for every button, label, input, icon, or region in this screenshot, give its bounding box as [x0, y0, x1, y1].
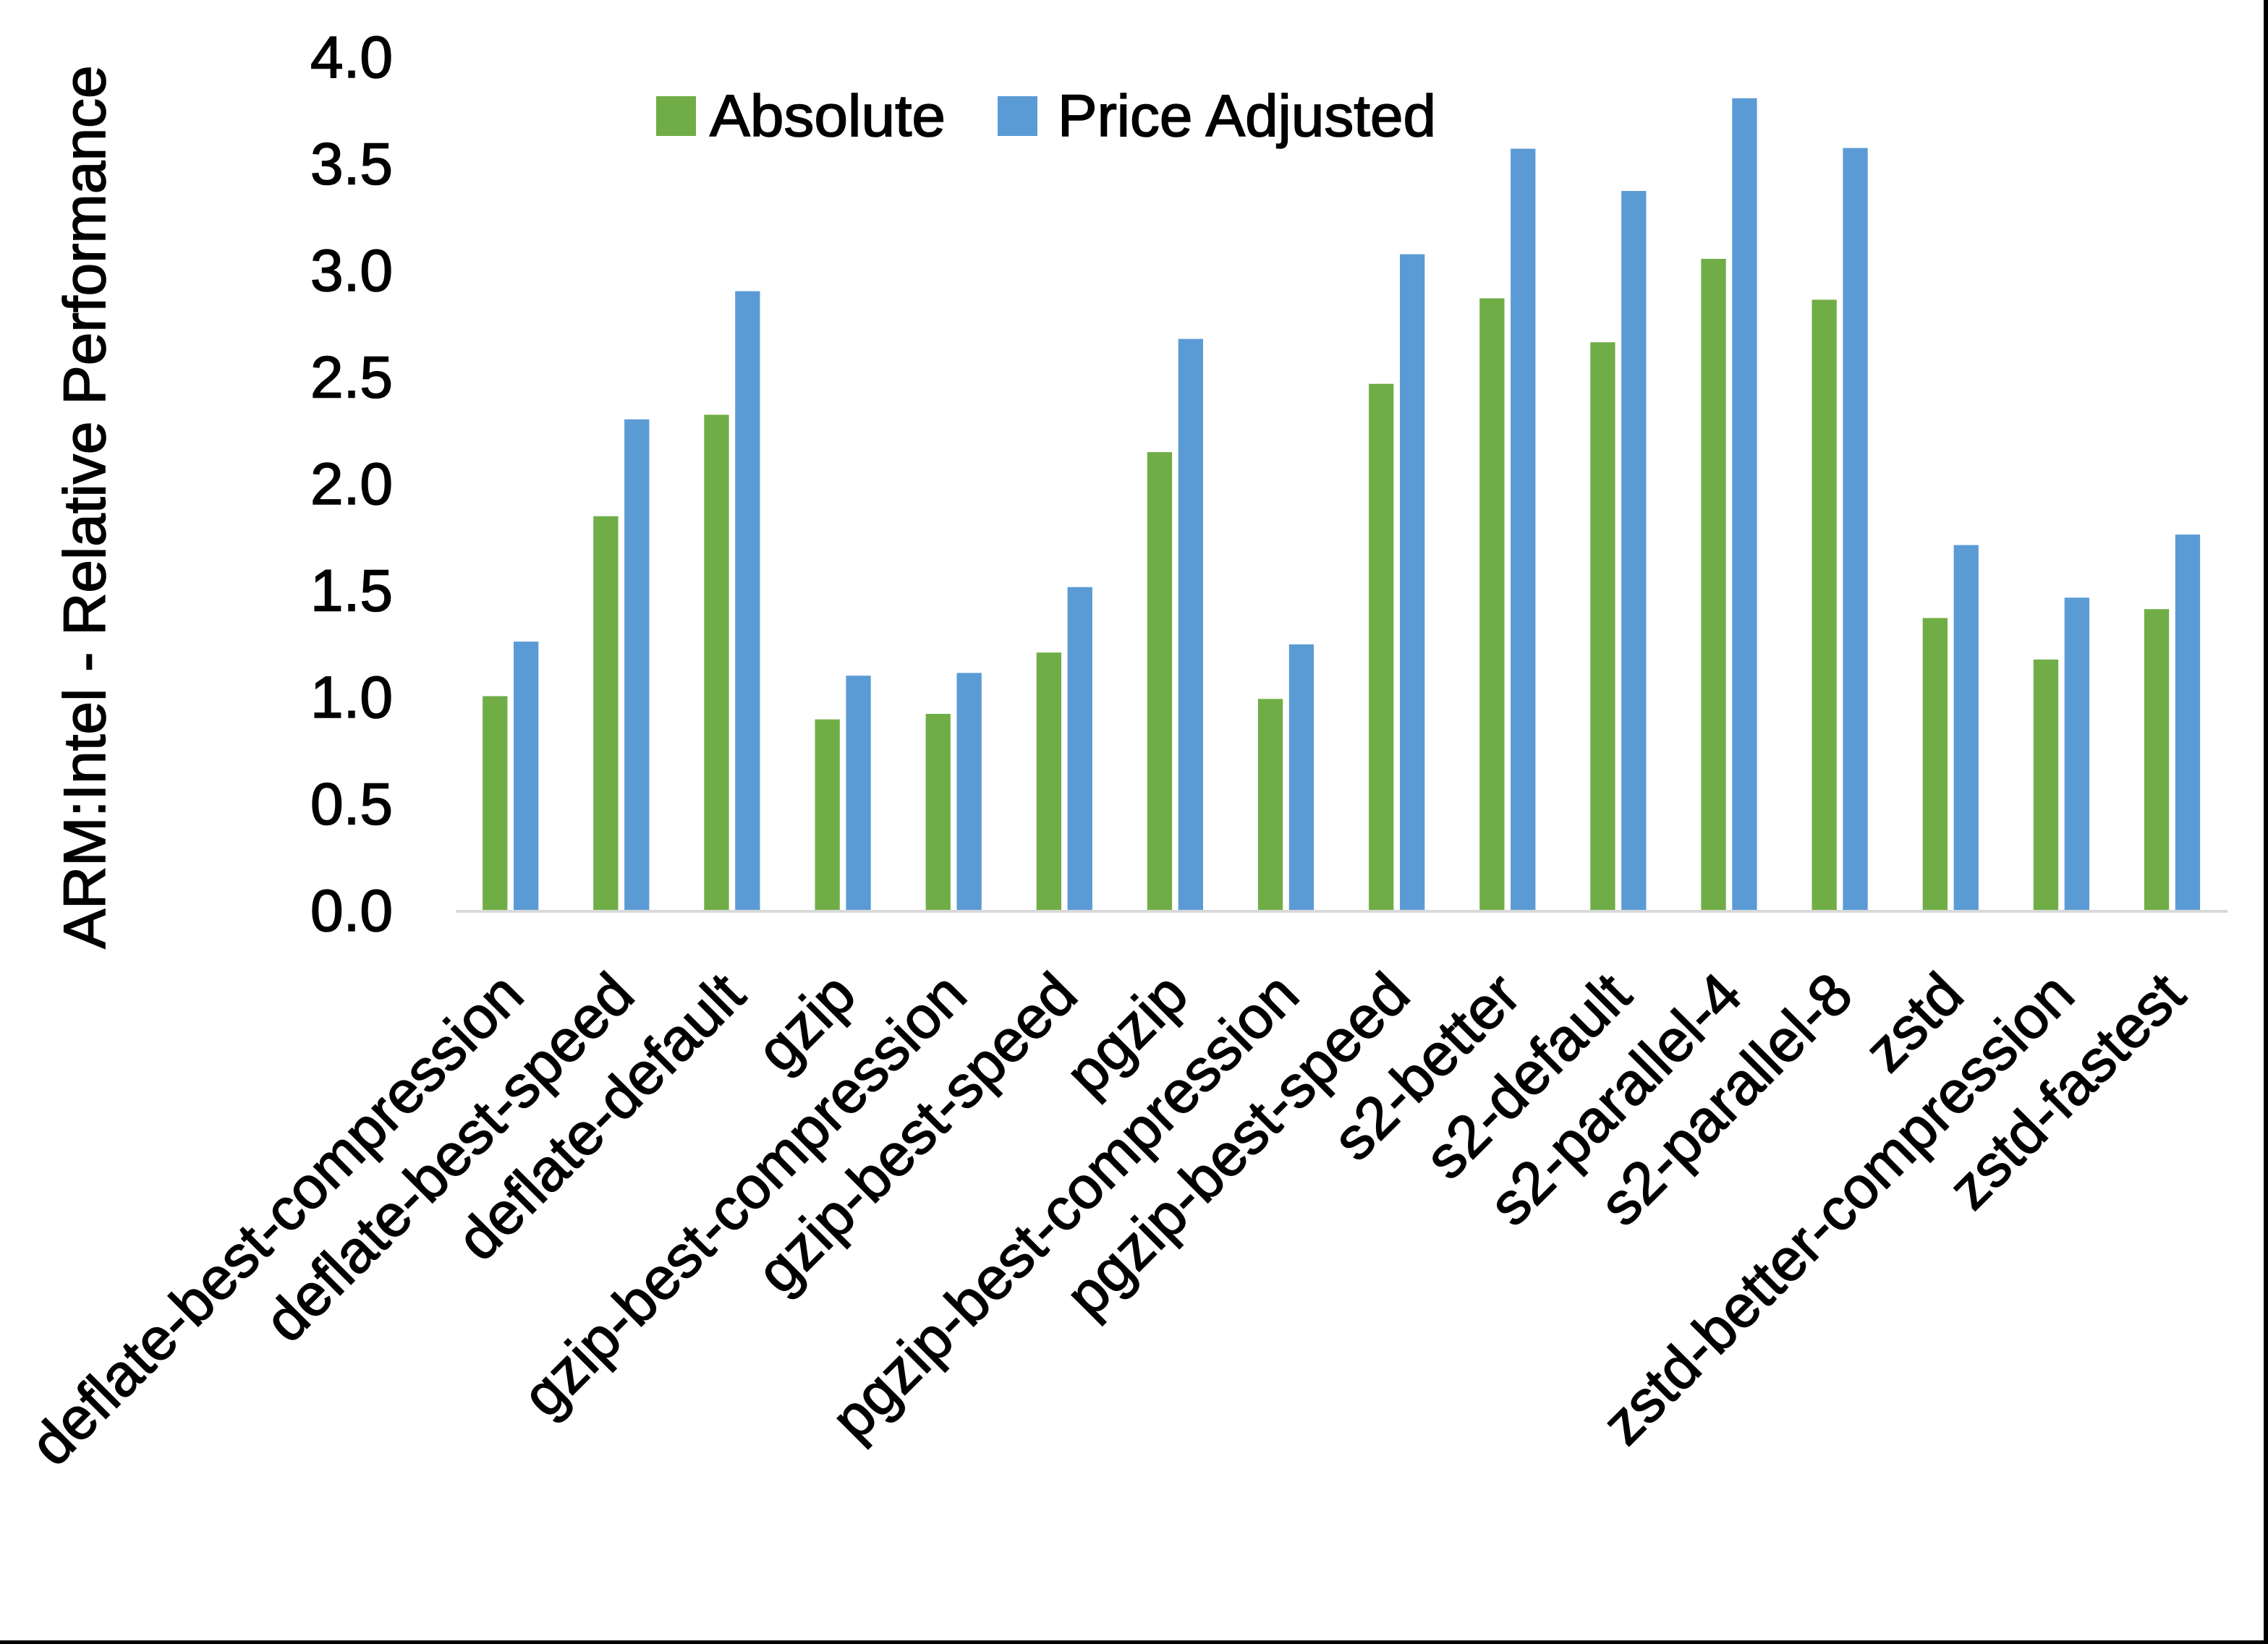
svg-text:4.0: 4.0 — [310, 25, 393, 90]
svg-text:Price Adjusted: Price Adjusted — [1058, 83, 1436, 149]
svg-text:1.5: 1.5 — [310, 558, 393, 624]
svg-text:3.0: 3.0 — [310, 238, 393, 304]
svg-text:2.5: 2.5 — [310, 345, 393, 411]
svg-text:0.0: 0.0 — [310, 878, 393, 944]
svg-text:Absolute: Absolute — [710, 83, 946, 149]
svg-text:ARM:Intel - Relative Performan: ARM:Intel - Relative Performance — [52, 65, 118, 948]
svg-text:1.0: 1.0 — [310, 665, 393, 731]
svg-text:0.5: 0.5 — [310, 772, 393, 838]
svg-text:3.5: 3.5 — [310, 132, 393, 197]
svg-text:2.0: 2.0 — [310, 451, 393, 517]
